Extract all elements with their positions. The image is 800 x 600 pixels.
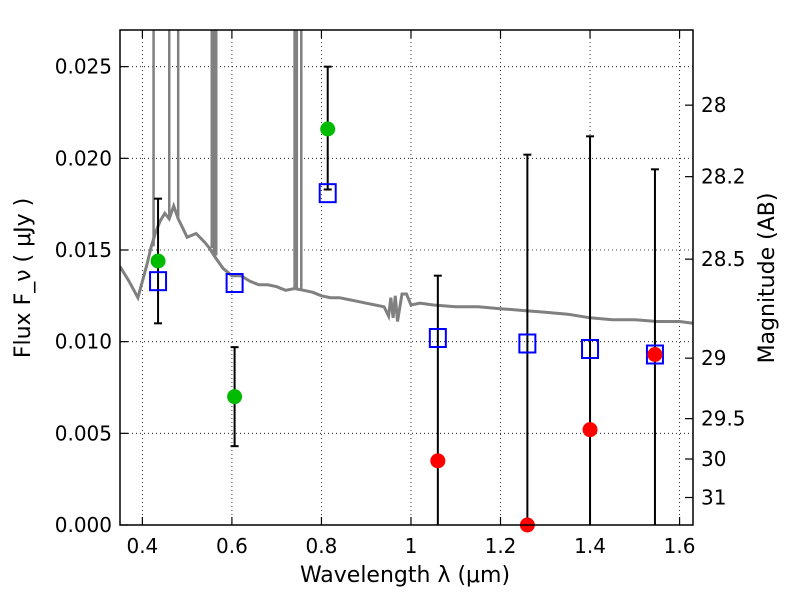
- y-tick-label: 0.020: [55, 146, 112, 170]
- grid-lines: [120, 30, 693, 526]
- y-tick-label: 0.010: [55, 330, 112, 354]
- x-tick-label: 1.4: [574, 534, 606, 558]
- y-tick-label: 0.015: [55, 238, 112, 262]
- model-spectrum: [120, 30, 693, 325]
- plot-border: [119, 29, 694, 526]
- circle-marker: [320, 121, 336, 137]
- y-tick-label: 0.025: [55, 55, 112, 79]
- y2-tick-label: 30: [701, 447, 726, 471]
- square-marker: [149, 271, 168, 292]
- y-axis-label: Flux F_ν ( μJy ): [11, 198, 36, 358]
- model-spectrum-line: [120, 201, 693, 325]
- y2-tick-label: 29.5: [701, 407, 746, 431]
- circle-marker: [647, 347, 663, 362]
- circle-marker: [430, 453, 446, 469]
- square-marker: [581, 339, 600, 359]
- square-marker: [428, 328, 447, 348]
- square-marker: [518, 333, 537, 354]
- y-tick-label: 0.005: [55, 421, 112, 445]
- y-tick-label: 0.000: [55, 513, 112, 537]
- plot-frame: [119, 29, 694, 526]
- square-marker: [645, 344, 664, 365]
- y2-tick-label: 28: [701, 93, 726, 117]
- x-tick-label: 1.2: [485, 534, 517, 558]
- x-tick-label: 0.6: [216, 534, 248, 558]
- square-marker: [225, 273, 244, 293]
- circle-marker: [227, 389, 243, 405]
- square-marker: [318, 183, 337, 204]
- x-tick-label: 1.6: [664, 534, 696, 558]
- circle-marker: [582, 422, 598, 438]
- circle-marker: [150, 253, 166, 269]
- y2-tick-label: 29: [701, 346, 726, 370]
- x-tick-label: 1: [405, 534, 418, 558]
- y2-tick-label: 31: [701, 486, 726, 510]
- data-markers: [149, 121, 664, 533]
- y2-tick-label: 28.2: [701, 165, 746, 189]
- axis-ticks: 0.4 0.6 0.8 1 1.2 1.4 1.6 0.000 0.005 0.010 0.015 0…: [55, 30, 746, 558]
- x-tick-label: 0.8: [306, 534, 338, 558]
- y2-axis-label: Magnitude (AB): [755, 193, 780, 364]
- y2-tick-label: 28.5: [701, 247, 746, 271]
- x-tick-label: 0.4: [126, 534, 158, 558]
- x-axis-label: Wavelength λ (μm): [300, 563, 510, 588]
